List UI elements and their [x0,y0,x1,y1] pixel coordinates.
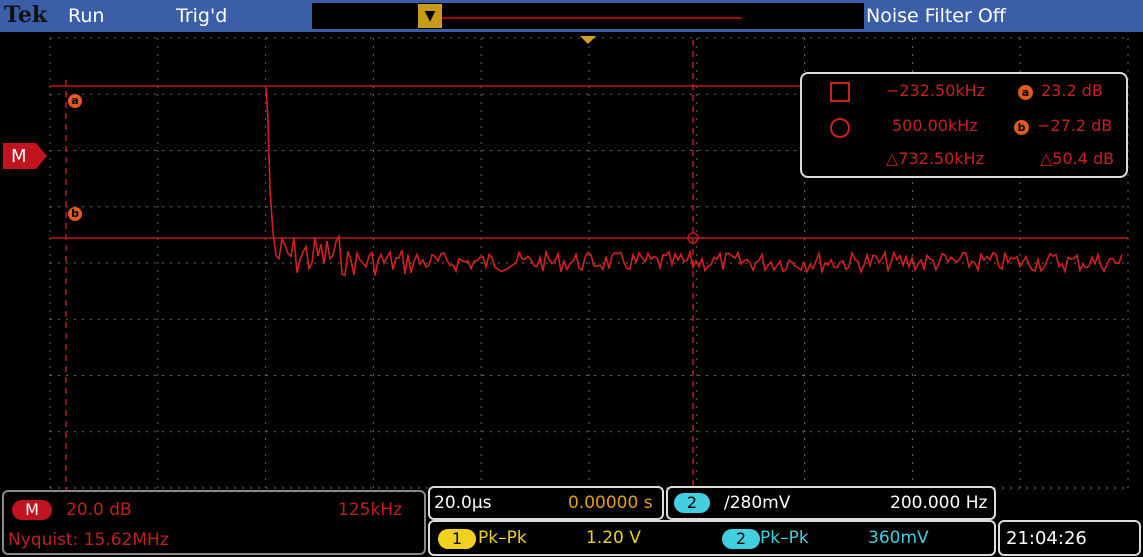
measurement-1-label: Pk–Pk [478,528,527,548]
cursor-b-level: −27.2 dB [1037,116,1113,135]
trigger-marker-top [580,36,596,44]
trigger-panel[interactable]: 2 ∕280mV 200.000 Hz [666,486,996,520]
circle-cursor-icon [830,118,850,138]
cursor-a-level-row: a 23.2 dB [1018,81,1103,100]
math-settings-panel[interactable]: M 20.0 dB 125kHz Nyquist: 15.62MHz [2,490,426,555]
cursor-a-frequency: −232.50kHz [886,81,986,100]
cursor-a-badge: a [68,94,82,108]
math-span: 125kHz [338,500,402,520]
measurement-2-label: Pk–Pk [760,528,809,548]
timebase-panel[interactable]: 20.0µs 0.00000 s [428,486,664,520]
top-status-bar: Tek Run Trig'd ▼ Noise Filter Off [0,0,1143,32]
record-view-bar[interactable] [312,3,864,29]
cursor-intersection [687,232,699,244]
record-line [430,17,742,19]
cursor-b-frequency: 500.00kHz [892,116,978,135]
measurement-2-value: 360mV [868,528,929,548]
math-scale: 20.0 dB [66,500,132,520]
run-state[interactable]: Run [68,5,105,27]
delta-frequency: △732.50kHz [886,149,984,168]
horizontal-position: 0.00000 s [568,493,653,513]
cursor-b-badge: b [68,207,82,221]
nyquist-frequency: Nyquist: 15.62MHz [8,530,169,550]
noise-filter-status[interactable]: Noise Filter Off [866,5,1006,27]
trigger-state: Trig'd [176,5,228,27]
cursor-readout-panel: −232.50kHz a 23.2 dB 500.00kHz b −27.2 dB … [800,72,1128,178]
badge-a-icon: a [1018,85,1033,100]
measurements-panel[interactable]: 1 Pk–Pk 1.20 V 2 Pk–Pk 360mV [428,520,996,556]
clock-time: 21:04:26 [1006,528,1087,549]
tek-logo: Tek [4,2,48,28]
spectrum-trace [265,87,1123,277]
trigger-level: ∕280mV [724,493,791,513]
time-per-division: 20.0µs [434,493,492,513]
measurement-1-channel-badge: 1 [438,529,476,549]
clock-panel: 21:04:26 [998,520,1141,556]
badge-b-icon: b [1014,120,1029,135]
cursor-b-level-row: b −27.2 dB [1014,116,1112,135]
measurement-2-channel-badge: 2 [722,529,760,549]
delta-level: △50.4 dB [1040,149,1115,168]
cursor-a-level: 23.2 dB [1041,81,1103,100]
trigger-channel-badge: 2 [674,493,710,513]
trigger-frequency: 200.000 Hz [890,493,988,513]
square-cursor-icon [830,82,850,102]
trigger-position-marker[interactable]: ▼ [418,4,442,28]
measurement-1-value: 1.20 V [586,528,641,548]
math-badge: M [12,500,52,520]
